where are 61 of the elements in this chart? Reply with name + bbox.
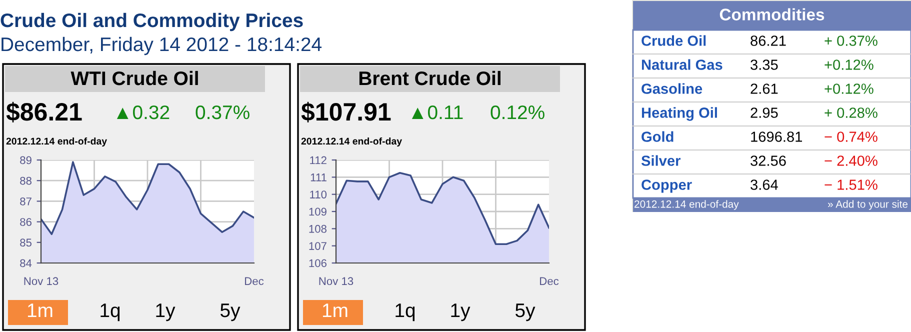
y-tick-label: 87 — [20, 197, 32, 206]
text: Copper — [642, 180, 692, 193]
text: 1q — [396, 304, 415, 322]
text: 3.35 — [750, 60, 778, 70]
text: 3.64 — [750, 180, 778, 190]
x-tick-label: Nov 13 — [24, 277, 58, 286]
text: 2.61 — [750, 84, 778, 94]
text: December, Friday 14 2012 - 18:14:24 — [2, 36, 322, 56]
chart-title: Brent Crude Oil — [359, 70, 500, 86]
chart-title: WTI Crude Oil — [70, 70, 198, 86]
text: 1y — [156, 304, 176, 322]
y-tick-label: 85 — [20, 238, 32, 247]
text: 5y — [220, 304, 240, 322]
text: 2012.12.14 end-of-day — [634, 200, 739, 210]
text: 2012.12.14 end-of-day — [301, 137, 402, 147]
text: 86.21 — [750, 36, 786, 46]
text: 5y — [516, 304, 536, 322]
text: + 0.28% — [824, 108, 878, 118]
text: − 1.51% — [824, 180, 878, 190]
text: Gold — [642, 131, 674, 142]
text: Crude Oil — [642, 35, 706, 46]
y-tick-label: 111 — [310, 174, 326, 182]
text: + 0.37% — [824, 36, 878, 46]
y-tick-label: 106 — [309, 259, 326, 268]
text: 0.12% — [490, 105, 544, 120]
y-tick-label: 112 — [310, 156, 326, 164]
text: Silver — [641, 155, 681, 166]
text: − 0.74% — [824, 132, 878, 142]
x-tick-label: Dec — [540, 277, 559, 286]
text: 32.56 — [750, 156, 786, 166]
text: 1696.81 — [751, 132, 802, 142]
y-tick-label: 107 — [309, 242, 326, 250]
text: 1m — [28, 304, 52, 318]
text: $107.91 — [301, 102, 391, 122]
text: +0.12% — [824, 84, 874, 94]
text: Heating Oil — [642, 107, 717, 121]
text: 1q — [100, 304, 120, 322]
text: − 2.40% — [824, 156, 878, 166]
y-tick-label: 84 — [20, 259, 32, 268]
text: Commodities — [720, 8, 824, 20]
y-tick-label: 108 — [309, 224, 326, 233]
text: $86.21 — [6, 102, 82, 122]
text: 1m — [322, 304, 348, 318]
y-tick-label: 88 — [20, 176, 32, 185]
text: Gasoline — [642, 83, 702, 94]
x-tick-label: Dec — [245, 277, 264, 286]
text: 2012.12.14 end-of-day — [6, 137, 107, 147]
text: » Add to your site — [828, 200, 908, 210]
text: 1y — [451, 304, 470, 322]
y-tick-label: 109 — [309, 208, 326, 216]
y-tick-label: 86 — [20, 218, 32, 226]
text: 2.95 — [750, 108, 778, 118]
text: Natural Gas — [642, 59, 722, 70]
text: 0.37% — [196, 105, 250, 120]
y-tick-label: 89 — [20, 156, 32, 164]
y-tick-label: 110 — [310, 190, 327, 198]
x-tick-label: Nov 13 — [319, 277, 354, 286]
text: Crude Oil and Commodity Prices — [0, 12, 303, 32]
text: ▲0.32 — [116, 105, 170, 120]
text: ▲0.11 — [412, 105, 463, 120]
text: +0.12% — [824, 60, 874, 70]
